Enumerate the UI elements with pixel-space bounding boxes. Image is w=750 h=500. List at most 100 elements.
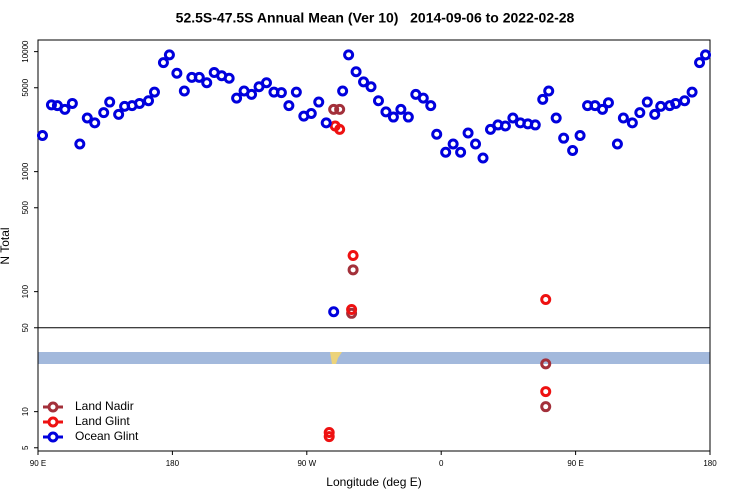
point [447,138,459,150]
x-tick-label: 180 [166,459,180,468]
point [602,97,614,109]
point [365,81,377,93]
point [431,128,443,140]
point [328,103,340,115]
point [346,307,358,319]
y-tick-label: 5000 [21,78,30,96]
point [323,431,335,443]
point [313,96,325,108]
point [372,95,384,107]
x-tick-label: 90 E [30,459,46,468]
point [679,95,691,107]
point [260,77,272,89]
x-tick-label: 180 [703,459,717,468]
point [334,123,346,135]
y-tick-label: 10000 [21,40,30,63]
point [540,294,552,306]
point [358,76,370,88]
point [104,96,116,108]
point [641,96,653,108]
point [550,112,562,124]
point [477,152,489,164]
point [148,86,160,98]
point [275,87,287,99]
point [74,138,86,150]
point [193,71,205,83]
point [655,100,667,112]
point [649,108,661,120]
point [380,106,392,118]
point [540,401,552,413]
point [387,111,399,123]
plot-frame [37,39,711,452]
point [36,130,48,142]
point [223,72,235,84]
x-axis-label: Longitude (deg E) [326,475,421,489]
y-tick-label: 50 [21,323,30,332]
point [320,117,332,129]
point [66,97,78,109]
legend-label: Land Glint [75,414,130,428]
point [567,145,579,157]
point [143,95,155,107]
point [537,93,549,105]
y-tick-label: 100 [21,284,30,298]
point [134,97,146,109]
point [305,108,317,120]
x-tick-label: 90 W [297,459,316,468]
point [81,112,93,124]
legend-marker [47,416,59,428]
point [558,132,570,144]
point [402,111,414,123]
point [540,358,552,370]
point [529,119,541,131]
point [290,86,302,98]
point [334,103,346,115]
point [157,57,169,69]
point [163,49,175,61]
point [343,49,355,61]
point [540,386,552,398]
point [634,107,646,119]
point [700,49,712,61]
point [171,67,183,79]
point [346,303,358,315]
point [328,306,340,318]
y-tick-label: 500 [21,201,30,215]
y-axis-label: N Total [0,227,12,264]
point [347,250,359,262]
y-tick-label: 10 [21,407,30,416]
point [323,427,335,439]
map-land [330,352,342,364]
legend-label: Ocean Glint [75,429,139,443]
point [617,112,629,124]
point [596,103,608,115]
point [89,117,101,129]
point [283,100,295,112]
point [470,138,482,150]
point [507,112,519,124]
point [499,120,511,132]
legend-marker [47,431,59,443]
point [337,85,349,97]
y-tick-label: 1000 [21,162,30,180]
x-tick-label: 0 [439,459,444,468]
point [347,264,359,276]
legend-label: Land Nadir [75,399,134,413]
chart-title: 52.5S-47.5S Annual Mean (Ver 10) 2014-09… [176,10,575,26]
legend-marker [47,401,59,413]
point [201,77,213,89]
point [425,100,437,112]
point [543,85,555,97]
point [686,86,698,98]
point [98,107,110,119]
point [231,92,243,104]
point [395,103,407,115]
point [350,66,362,78]
point [462,127,474,139]
point [455,146,467,158]
point [59,103,71,115]
point [670,97,682,109]
point [45,99,57,111]
